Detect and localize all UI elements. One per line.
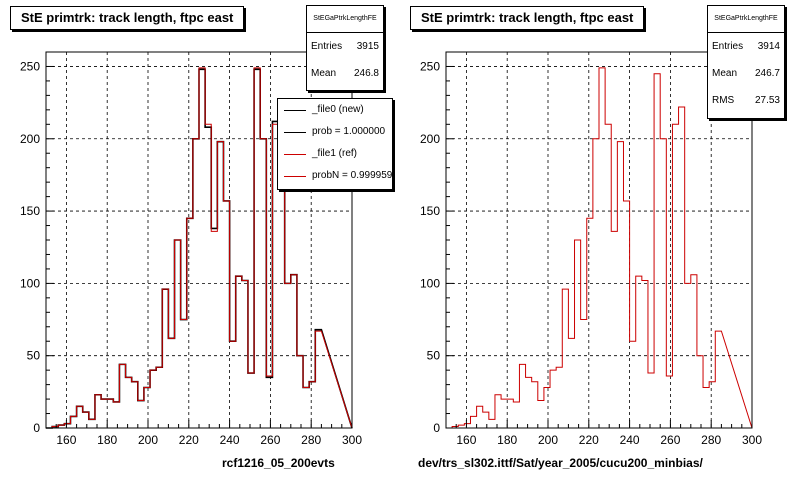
left-legend: _file0 (new) prob = 1.000000 _file1 (ref… [277, 98, 393, 190]
right-x-tick-label-240: 240 [620, 433, 640, 447]
legend-label-new: _file0 (new) [312, 104, 364, 115]
left-y-tick-label-0: 0 [33, 421, 40, 435]
right-x-tick-label-220: 220 [579, 433, 599, 447]
right-stats-rms: RMS 27.53 [708, 87, 784, 114]
legend-swatch-prob [284, 131, 306, 133]
right-y-tick-label-150: 150 [420, 204, 440, 218]
right-mean-label: Mean [712, 68, 738, 79]
right-x-tick-label-160: 160 [456, 433, 476, 447]
legend-entry-probn: probN = 0.999959 [278, 165, 392, 187]
left-stats-mean: Mean 246.8 [307, 60, 383, 87]
right-footer-label: dev/trs_sl302.ittf/Sat/year_2005/cucu200… [418, 456, 703, 470]
right-stats-box: StEGaPtrkLengthFE Entries 3914 Mean 246.… [707, 5, 785, 119]
left-mean-value: 246.8 [353, 68, 379, 79]
right-x-tick-label-300: 300 [742, 433, 762, 447]
right-mean-value: 246.7 [754, 68, 780, 79]
left-x-tick-label-260: 260 [260, 433, 280, 447]
left-x-tick-label-180: 180 [97, 433, 117, 447]
left-mean-label: Mean [311, 68, 337, 79]
right-y-tick-label-200: 200 [420, 132, 440, 146]
right-y-tick-label-0: 0 [433, 421, 440, 435]
right-rms-label: RMS [712, 95, 735, 106]
left-entries-value: 3915 [356, 41, 379, 52]
legend-entry-prob: prob = 1.000000 [278, 121, 392, 143]
right-stats-mean: Mean 246.7 [708, 60, 784, 87]
legend-entry-new: _file0 (new) [278, 99, 392, 121]
left-footer-label: rcf1216_05_200evts [222, 456, 335, 470]
left-y-tick-label-250: 250 [20, 59, 40, 73]
right-rms-value: 27.53 [754, 95, 780, 106]
left-x-tick-label-280: 280 [301, 433, 321, 447]
left-y-tick-label-200: 200 [20, 132, 40, 146]
legend-swatch-probn [284, 175, 306, 177]
left-x-tick-label-160: 160 [56, 433, 76, 447]
left-x-tick-label-300: 300 [342, 433, 362, 447]
right-entries-label: Entries [712, 41, 744, 52]
right-x-tick-label-260: 260 [660, 433, 680, 447]
right-plot-title: StE primtrk: track length, ftpc east [410, 6, 645, 30]
left-x-tick-label-200: 200 [138, 433, 158, 447]
right-histogram-ref [446, 67, 753, 429]
left-x-tick-label-240: 240 [220, 433, 240, 447]
legend-swatch-new [284, 109, 306, 111]
right-entries-value: 3914 [757, 41, 780, 52]
legend-label-prob: prob = 1.000000 [312, 126, 386, 137]
left-x-tick-label-220: 220 [179, 433, 199, 447]
left-y-tick-label-50: 50 [27, 349, 41, 363]
left-plot-title: StE primtrk: track length, ftpc east [10, 6, 245, 30]
legend-swatch-ref [284, 153, 306, 155]
left-entries-label: Entries [311, 41, 343, 52]
left-y-tick-label-150: 150 [20, 204, 40, 218]
right-stats-header: StEGaPtrkLengthFE [708, 6, 784, 33]
right-y-tick-label-50: 50 [427, 349, 441, 363]
legend-label-probn: probN = 0.999959 [312, 170, 393, 181]
right-x-tick-label-180: 180 [497, 433, 517, 447]
left-y-tick-label-100: 100 [20, 276, 40, 290]
right-x-tick-label-200: 200 [538, 433, 558, 447]
right-stats-entries: Entries 3914 [708, 33, 784, 60]
right-y-tick-label-100: 100 [420, 276, 440, 290]
left-stats-entries: Entries 3915 [307, 33, 383, 60]
right-y-tick-label-250: 250 [420, 59, 440, 73]
legend-entry-ref: _file1 (ref) [278, 143, 392, 165]
left-stats-box: StEGaPtrkLengthFE Entries 3915 Mean 246.… [306, 5, 384, 91]
left-stats-header: StEGaPtrkLengthFE [307, 6, 383, 33]
legend-label-ref: _file1 (ref) [312, 148, 358, 159]
right-x-tick-label-280: 280 [701, 433, 721, 447]
